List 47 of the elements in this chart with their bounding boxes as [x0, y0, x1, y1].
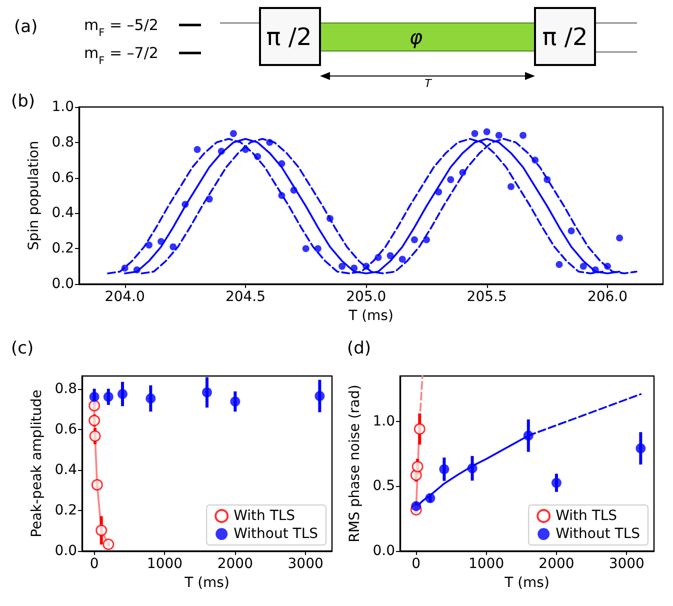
y-tick-label: 0.6: [52, 170, 74, 186]
x-axis-title: T (ms): [184, 574, 230, 591]
text: T: [424, 77, 433, 90]
y-tick-label: 0.2: [54, 502, 77, 519]
y-tick-label: 0.0: [372, 543, 395, 559]
legend-label: Without TLS: [556, 526, 640, 542]
y-tick-label: 0.6: [54, 422, 78, 438]
x-axis-title: T (ms): [348, 308, 394, 324]
y-tick-label: 0.0: [52, 276, 74, 292]
x-axis-title: T (ms): [504, 574, 550, 591]
text: π /2: [542, 23, 588, 51]
chart-title: (d): [347, 338, 372, 358]
y-tick-label: 0.0: [54, 543, 77, 559]
chart-title: (b): [11, 92, 36, 112]
y-tick-label: 0.8: [52, 134, 74, 150]
y-tick-label: 1.0: [372, 413, 395, 430]
x-tick-label: 205.0: [346, 289, 386, 305]
x-tick-label: 1000: [146, 556, 183, 572]
x-tick-label: 3000: [288, 556, 324, 572]
x-tick-label: 0: [412, 556, 421, 572]
x-tick-label: 2000: [538, 556, 574, 572]
chart-title: (c): [11, 338, 34, 358]
text: (a): [14, 17, 38, 37]
x-tick-label: 204.0: [104, 289, 145, 305]
y-tick-label: 0.5: [372, 478, 395, 494]
x-tick-label: 205.5: [466, 289, 507, 305]
x-tick-label: 204.5: [225, 289, 266, 305]
text: m$_{F}$ = –7/2: [84, 44, 158, 67]
y-tick-label: 0.4: [52, 205, 74, 222]
legend-label: With TLS: [556, 508, 618, 524]
y-tick-label: 0.4: [54, 462, 78, 478]
x-tick-label: 0: [90, 556, 99, 572]
text: m$_{F}$ = –5/2: [84, 16, 158, 39]
y-axis-title: RMS phase noise (rad): [346, 384, 363, 542]
legend-label: Without TLS: [234, 526, 318, 542]
text: π /2: [266, 23, 312, 51]
y-axis-title: Peak-peak amplitude: [28, 390, 45, 538]
legend-label: With TLS: [234, 508, 296, 524]
x-tick-label: 206.0: [587, 289, 628, 305]
x-tick-label: 3000: [608, 556, 644, 572]
x-tick-label: 2000: [217, 556, 253, 572]
y-tick-label: 0.2: [52, 240, 74, 257]
text: φ: [409, 25, 423, 49]
y-tick-label: 0.8: [54, 381, 77, 398]
x-tick-label: 1000: [468, 556, 504, 572]
y-axis-title: Spin population: [26, 140, 42, 250]
y-tick-label: 1.0: [52, 99, 74, 115]
